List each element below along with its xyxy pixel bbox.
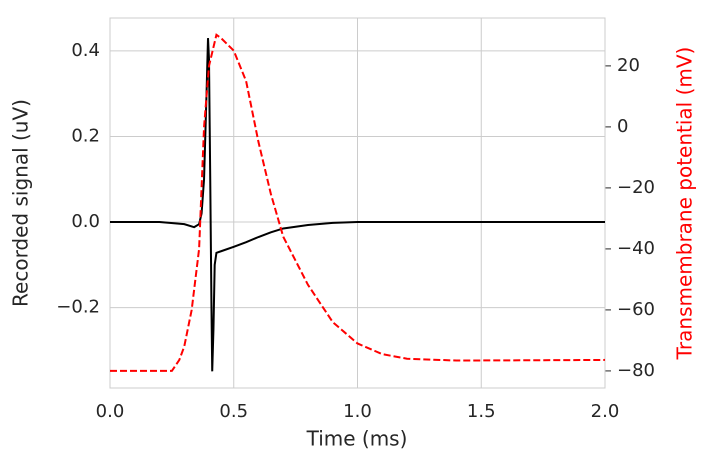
x-tick-label: 0.5 xyxy=(219,401,248,422)
y2-tick-label: −20 xyxy=(617,177,655,198)
x-tick-label: 2.0 xyxy=(591,401,620,422)
x-tick-label: 1.5 xyxy=(467,401,496,422)
y-tick-label: −0.2 xyxy=(56,297,100,318)
y-tick-label: 0.2 xyxy=(71,125,100,146)
y-tick-label: 0.0 xyxy=(71,211,100,232)
y-axis-label: Recorded signal (uV) xyxy=(9,99,33,307)
y2-tick-label: −60 xyxy=(617,299,655,320)
y2-axis-label: Transmembrane potential (mV) xyxy=(673,47,697,361)
y2-tick-label: −40 xyxy=(617,238,655,259)
plot-frame xyxy=(109,17,606,389)
y-tick-label: 0.4 xyxy=(71,40,100,61)
x-tick-label: 0.0 xyxy=(96,401,125,422)
x-axis-label: Time (ms) xyxy=(306,427,408,451)
data-line xyxy=(110,33,606,372)
y2-tick-label: 0 xyxy=(617,116,628,137)
x-tick-label: 1.0 xyxy=(343,401,372,422)
y2-tick-label: −80 xyxy=(617,360,655,381)
y2-tick-label: 20 xyxy=(617,55,640,76)
